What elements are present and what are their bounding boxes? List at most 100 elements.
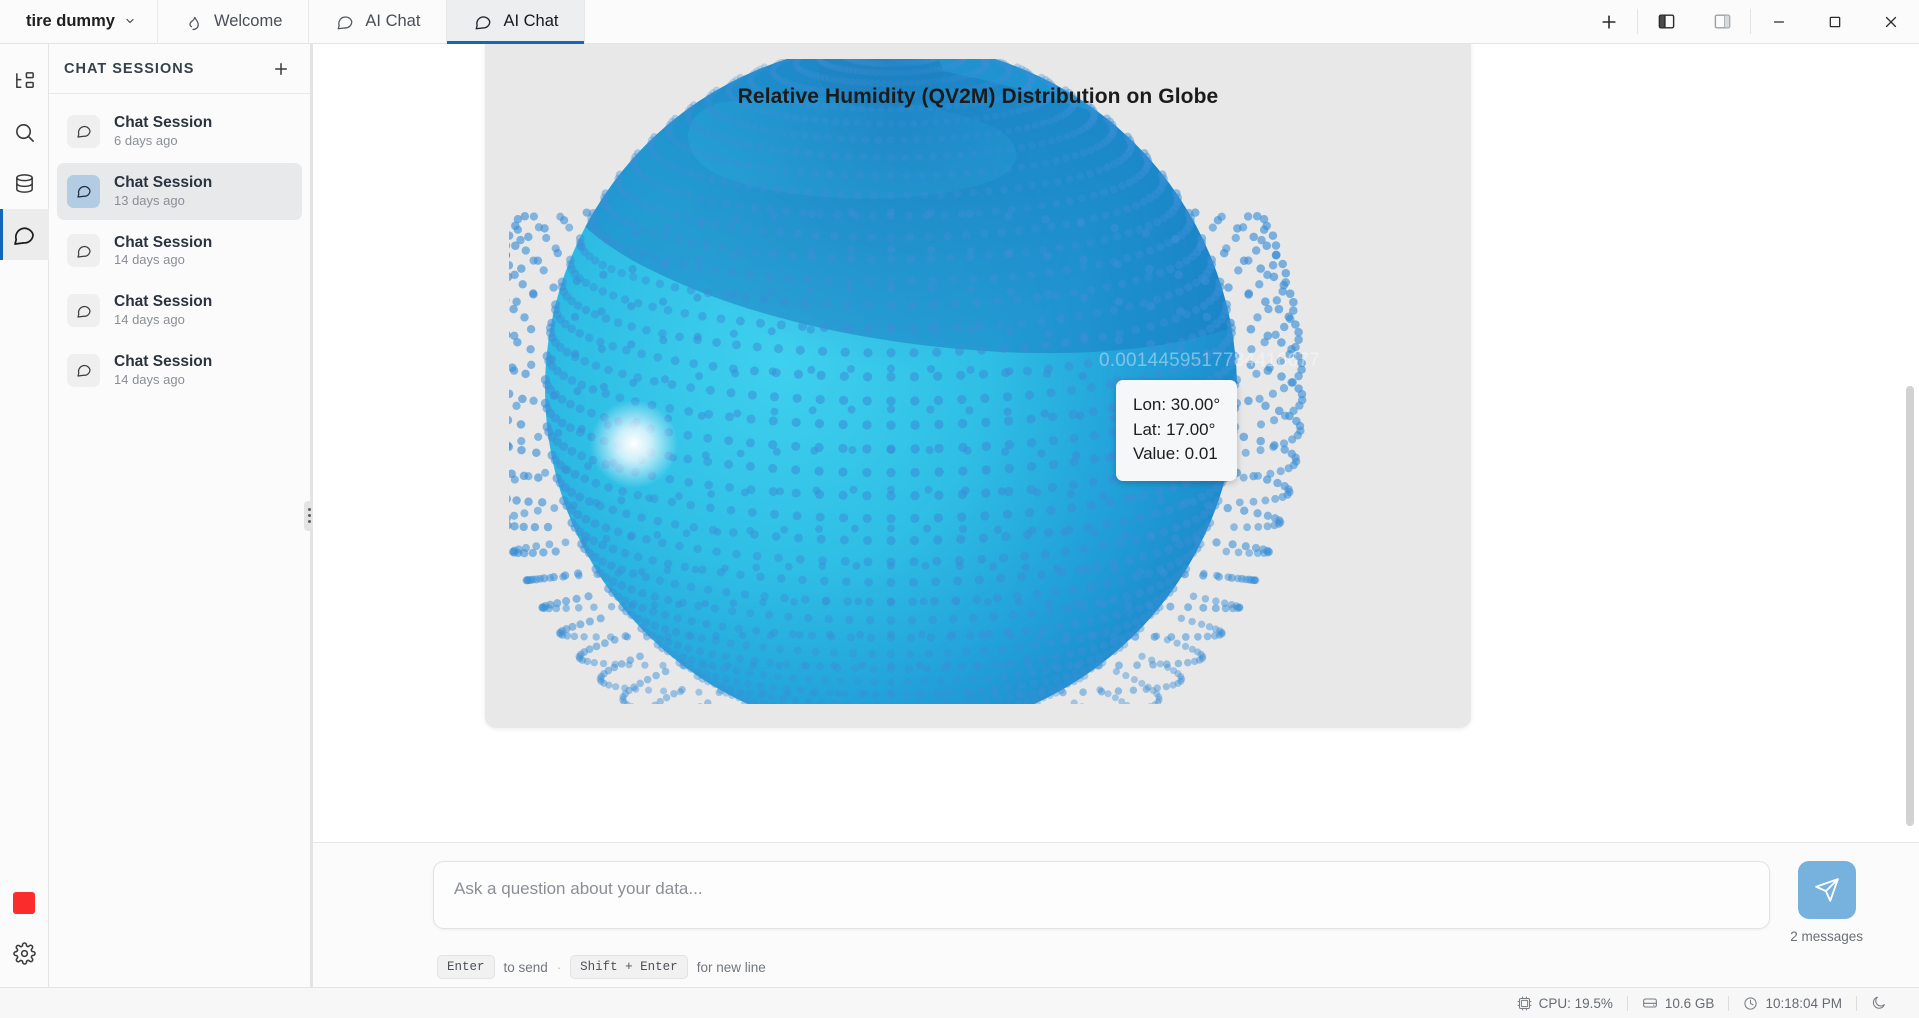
list-item-text: Chat Session 14 days ago [114,293,212,328]
list-item[interactable]: Chat Session 14 days ago [57,223,302,280]
kbd-enter: Enter [437,955,495,979]
activity-item-recording[interactable] [0,877,49,928]
session-time: 14 days ago [114,312,185,328]
chat-sessions-title: CHAT SESSIONS [64,60,195,77]
hint-separator: · [556,959,562,975]
tab-welcome[interactable]: Welcome [158,0,310,43]
maximize-window-button[interactable] [1807,0,1863,43]
new-tab-button[interactable] [1581,0,1637,43]
status-cpu-label: CPU: 19.5% [1538,995,1613,1011]
tooltip-lat: Lat: 17.00° [1133,419,1216,439]
chat-bubble-icon [12,223,36,247]
divider [1750,9,1751,34]
tab-label: Welcome [213,12,283,30]
chat-bubble-icon [67,174,100,208]
flame-icon [184,12,203,31]
list-item-text: Chat Session 6 days ago [114,114,212,149]
send-column: 2 messages [1790,861,1863,944]
session-name: Chat Session [114,173,213,191]
session-name: Chat Session [114,293,213,311]
chat-bubble-icon [67,353,100,387]
divider [1728,995,1730,1011]
status-memory-label: 10.6 GB [1664,995,1715,1011]
list-item-selected[interactable]: Chat Session 13 days ago [57,162,302,220]
messages-scrollbar[interactable] [1906,44,1914,842]
titlebar-actions [1581,0,1919,43]
session-time: 14 days ago [114,252,185,268]
database-icon [13,172,36,195]
chat-sessions-header: CHAT SESSIONS [49,44,310,94]
activity-bar [0,44,49,987]
status-memory: 10.6 GB [1628,995,1729,1011]
session-time: 13 days ago [114,192,185,208]
chat-bubble-icon [67,114,100,148]
file-tree-icon [13,70,36,93]
status-clock-label: 10:18:04 PM [1765,995,1842,1011]
activity-item-settings[interactable] [0,928,49,979]
keyboard-hints: Enter to send · Shift + Enter for new li… [433,944,1863,979]
toggle-left-panel-button[interactable] [1638,0,1694,43]
moon-icon [1871,995,1887,1011]
chat-bubble-icon [473,12,492,31]
title-bar: tire dummy Welcome AI Chat AI Chat [0,0,1919,44]
hard-drive-icon [1642,995,1658,1011]
chat-main: Relative Humidity (QV2M) Distribution on… [313,44,1919,987]
chat-bubble-icon [67,234,100,268]
activity-item-database[interactable] [0,158,49,209]
tab-ai-chat-1[interactable]: AI Chat [309,0,448,43]
session-time: 14 days ago [114,371,185,387]
chart-plot-area[interactable]: Relative Humidity (QV2M) Distribution on… [509,59,1447,704]
minimize-window-button[interactable] [1751,0,1807,43]
scrollbar-thumb[interactable] [1906,386,1914,826]
tooltip-value: Value: 0.01 [1133,444,1218,464]
page-title: Relative Humidity (QV2M) Distribution on… [737,85,1219,108]
record-stop-icon [13,891,35,914]
status-theme-toggle[interactable] [1857,995,1901,1011]
hint-enter-text: to send [503,959,548,975]
chat-bubble-icon [67,294,100,328]
activity-item-search[interactable] [0,107,49,158]
session-name: Chat Session [114,114,213,131]
send-paper-plane-icon [1814,877,1840,903]
globe-scatter-points [509,59,1307,704]
globe-visualization[interactable] [509,59,1447,704]
activity-bottom-group [0,877,49,987]
tab-label: AI Chat [503,12,559,30]
toggle-right-panel-button[interactable] [1694,0,1750,43]
tab-ai-chat-2-active[interactable]: AI Chat [447,0,586,44]
chevron-down-icon [124,15,135,26]
gear-icon [12,942,36,965]
chat-sessions-list: Chat Session 6 days ago Chat Session 13 … [49,94,310,987]
main-body: CHAT SESSIONS Chat Session 6 days ago [0,44,1919,987]
chat-input[interactable]: Ask a question about your data... [433,861,1771,929]
status-clock: 10:18:04 PM [1729,996,1856,1011]
list-item[interactable]: Chat Session 14 days ago [57,282,302,339]
send-button[interactable] [1797,861,1856,919]
tab-label: AI Chat [365,12,421,30]
activity-item-chat[interactable] [0,209,49,260]
list-item-text: Chat Session 14 days ago [114,353,212,388]
clock-icon [1743,996,1758,1011]
status-cpu: CPU: 19.5% [1503,996,1627,1011]
session-name: Chat Session [114,233,213,251]
chart-tooltip: Lon: 30.00° Lat: 17.00° Value: 0.01 [1116,380,1238,481]
globe-scatter-svg [509,59,1307,704]
composer-row: Ask a question about your data... 2 mess… [433,861,1863,944]
list-item[interactable]: Chat Session 14 days ago [57,342,302,399]
hint-newline-text: for new line [696,959,766,975]
new-chat-session-button[interactable] [268,56,294,82]
divider [1856,995,1857,1011]
session-time: 6 days ago [114,132,178,148]
search-icon [13,121,36,144]
status-bar: CPU: 19.5% 10.6 GB 10:18:04 PM [0,987,1919,1018]
message-count-label: 2 messages [1790,929,1863,944]
activity-item-explorer[interactable] [0,56,49,107]
globe-pole-shading [641,59,1141,369]
divider [1626,995,1628,1011]
workspace-selector[interactable]: tire dummy [0,0,158,43]
messages-scroll-area: Relative Humidity (QV2M) Distribution on… [313,44,1919,842]
list-item[interactable]: Chat Session 6 days ago [57,103,302,160]
chat-bubble-icon [335,12,354,31]
close-window-button[interactable] [1863,0,1919,43]
